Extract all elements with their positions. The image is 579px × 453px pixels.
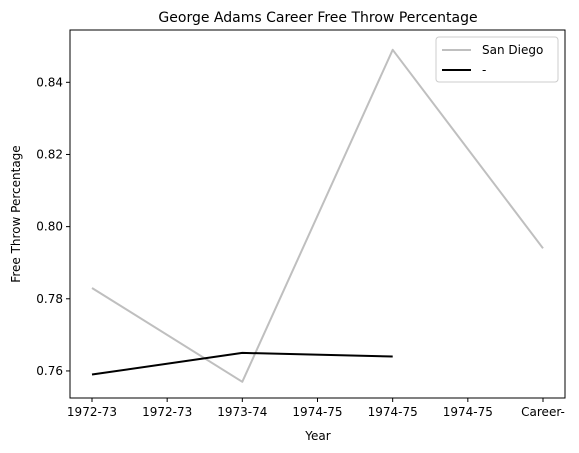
y-axis: 0.76 0.78 0.80 0.82 0.84 [36, 75, 70, 378]
y-axis-label: Free Throw Percentage [9, 145, 23, 282]
y-tick-label: 0.76 [36, 364, 63, 378]
x-axis: 1972-73 1972-73 1973-74 1974-75 1974-75 1974-… [67, 398, 565, 419]
x-tick-label: 1974-75 [292, 405, 342, 419]
legend-label: - [482, 63, 486, 77]
y-tick-label: 0.84 [36, 75, 63, 89]
x-tick-label: 1974-75 [368, 405, 418, 419]
x-tick-label: 1973-74 [217, 405, 267, 419]
legend-label: San Diego [482, 43, 543, 57]
y-tick-label: 0.82 [36, 147, 63, 161]
y-tick-label: 0.78 [36, 292, 63, 306]
series-line-0 [91, 48, 544, 383]
series-layer [91, 48, 544, 383]
x-tick-label: 1972-73 [67, 405, 117, 419]
chart-title: George Adams Career Free Throw Percentag… [158, 10, 477, 26]
y-tick-label: 0.80 [36, 220, 63, 234]
x-tick-label: Career- [521, 405, 565, 419]
x-tick-label: 1974-75 [443, 405, 493, 419]
legend: San Diego - [435, 36, 559, 83]
x-axis-label: Year [304, 429, 330, 443]
x-tick-label: 1972-73 [142, 405, 192, 419]
series-line-1 [91, 351, 393, 376]
